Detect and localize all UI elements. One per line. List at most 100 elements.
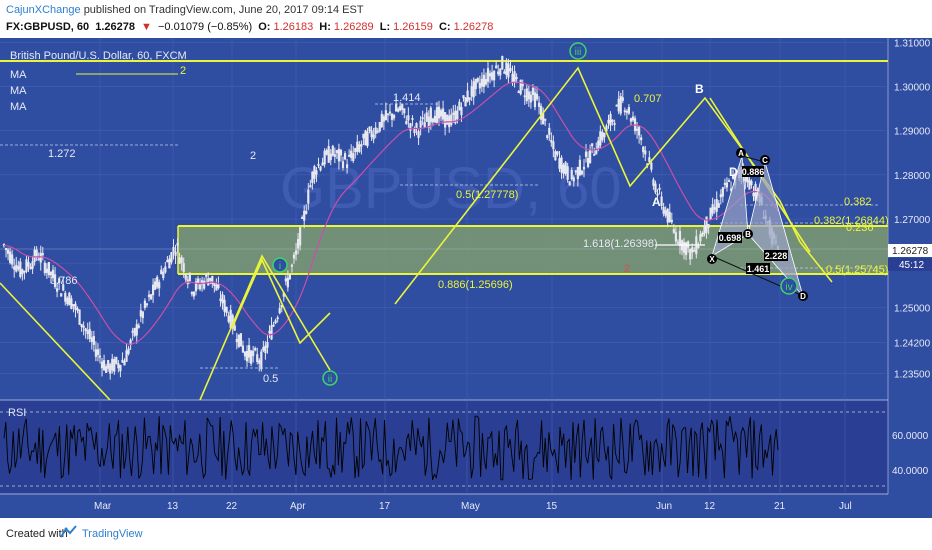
time-tick-label: Apr xyxy=(290,501,306,512)
candle-body xyxy=(393,116,394,118)
candle-body xyxy=(469,98,470,100)
candle-body xyxy=(114,360,115,372)
candle-body xyxy=(193,292,194,296)
candle-body xyxy=(420,121,421,127)
candle-body xyxy=(453,113,454,114)
candle-body xyxy=(67,298,68,303)
candle-body xyxy=(434,116,435,122)
price-tick-label: 1.31000 xyxy=(894,38,931,49)
candle-body xyxy=(720,195,721,197)
close-label: C: xyxy=(439,21,451,33)
rsi-title: RSI xyxy=(8,407,26,419)
candle-body xyxy=(669,212,670,221)
candle-body xyxy=(398,109,399,111)
candle-body xyxy=(206,275,207,277)
candle-body xyxy=(612,120,613,121)
candle-body xyxy=(553,142,554,149)
point-a-marker: A xyxy=(736,148,746,158)
tradingview-brand-link[interactable]: TradingView xyxy=(82,528,143,540)
candle-body xyxy=(543,114,544,124)
legend-ma-1: MA xyxy=(10,69,27,81)
fib-0886-125696-label: 0.886(1.25696) xyxy=(438,279,513,291)
candle-body xyxy=(69,293,70,305)
fib-1618-label: 1.618(1.26398) xyxy=(583,238,658,250)
candle-body xyxy=(649,158,650,162)
symbol-label[interactable]: FX:GBPUSD, 60 xyxy=(6,21,89,33)
candle-body xyxy=(632,117,633,120)
fib-0786-label: 0.786 xyxy=(50,275,78,287)
candle-body xyxy=(134,328,135,335)
candle-body xyxy=(624,111,625,112)
candle-body xyxy=(502,57,503,69)
candle-body xyxy=(430,108,431,122)
candle-body xyxy=(71,299,72,308)
candle-body xyxy=(275,321,276,323)
candle-body xyxy=(561,158,562,172)
legend-ma-3: MA xyxy=(10,101,27,113)
candle-body xyxy=(259,361,260,363)
candle-body xyxy=(461,108,462,115)
time-tick-label: 12 xyxy=(704,501,716,512)
quote-line: FX:GBPUSD, 60 1.26278 ▼ −0.01079 (−0.85%… xyxy=(6,21,496,33)
publish-line: CajunXChange published on TradingView.co… xyxy=(6,4,364,16)
candle-body xyxy=(269,331,270,333)
candle-body xyxy=(28,263,29,267)
point-x-marker: X xyxy=(707,254,717,264)
candle-body xyxy=(716,200,717,212)
candle-body xyxy=(424,122,425,127)
candle-body xyxy=(432,119,433,122)
fib-0707-label: 0.707 xyxy=(634,93,662,105)
candle-body xyxy=(500,69,501,75)
candle-body xyxy=(216,285,217,290)
price-tick-label: 1.30000 xyxy=(894,83,931,94)
candle-body xyxy=(73,305,74,306)
created-with-text: Created with xyxy=(6,528,68,540)
candle-body xyxy=(498,72,499,74)
candle-body xyxy=(551,141,552,142)
candle-body xyxy=(665,211,666,216)
time-tick-label: Jul xyxy=(839,501,852,512)
candle-body xyxy=(667,209,668,222)
down-arrow-icon: ▼ xyxy=(141,21,152,33)
candle-body xyxy=(504,72,505,73)
candle-body xyxy=(600,132,601,145)
price-chart[interactable]: GBPUSD, 60 i ii xyxy=(0,38,932,518)
candle-body xyxy=(328,147,329,163)
candle-body xyxy=(728,181,729,182)
candle-body xyxy=(218,285,219,288)
candle-body xyxy=(528,92,529,99)
candle-body xyxy=(677,242,678,243)
candle-body xyxy=(369,127,370,130)
candle-body xyxy=(683,243,684,253)
candle-body xyxy=(506,63,507,75)
open-label: O: xyxy=(258,21,270,33)
candle-body xyxy=(126,351,127,362)
candle-body xyxy=(524,96,525,97)
candle-body xyxy=(5,249,6,250)
candle-body xyxy=(295,251,296,254)
candle-body xyxy=(381,114,382,126)
candle-body xyxy=(110,365,111,373)
candle-body xyxy=(271,326,272,339)
fib-05-127778-label: 0.5(1.27778) xyxy=(456,189,518,201)
candle-body xyxy=(577,167,578,178)
candle-body xyxy=(159,283,160,288)
candle-body xyxy=(91,338,92,342)
candle-body xyxy=(124,362,125,365)
candle-body xyxy=(185,275,186,279)
candle-body xyxy=(534,93,535,107)
candle-body xyxy=(95,350,96,356)
candle-body xyxy=(224,300,225,311)
wave-ii-marker: ii xyxy=(323,371,337,385)
candle-body xyxy=(585,152,586,156)
candle-body xyxy=(142,312,143,317)
candle-body xyxy=(334,155,335,157)
candle-body xyxy=(475,79,476,88)
time-tick-label: May xyxy=(461,501,480,512)
author-link[interactable]: CajunXChange xyxy=(6,4,81,16)
candle-body xyxy=(61,294,62,296)
candle-body xyxy=(140,311,141,316)
candle-body xyxy=(300,228,301,245)
candle-body xyxy=(518,92,519,93)
candle-body xyxy=(277,318,278,319)
